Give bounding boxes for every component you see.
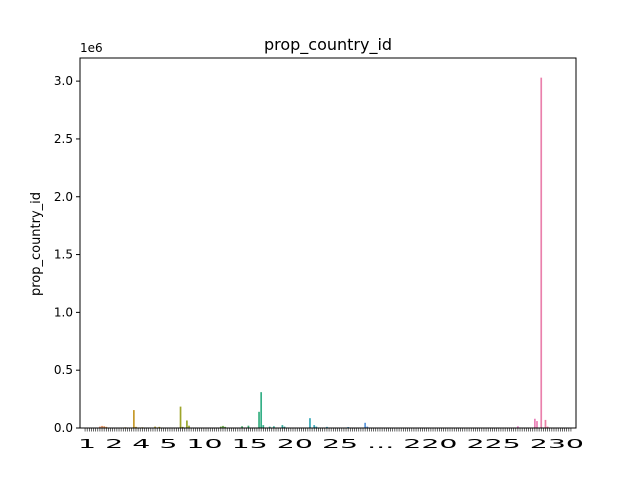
x-axis-ticks xyxy=(84,428,572,432)
bar xyxy=(364,422,366,428)
plot-frame xyxy=(79,57,577,429)
y-tick-label: 2.0 xyxy=(54,190,73,204)
y-axis-label: prop_country_id xyxy=(29,192,44,296)
bar xyxy=(181,426,184,428)
y-multiplier-label: 1e6 xyxy=(80,41,103,55)
y-tick-label: 2.5 xyxy=(54,132,73,146)
bar xyxy=(283,426,286,428)
bar xyxy=(313,425,316,428)
y-axis-ticks: 0.0 0.5 1.0 1.5 2.0 2.5 3.0 xyxy=(54,74,80,435)
bar xyxy=(133,410,135,428)
bar xyxy=(103,426,106,428)
bar xyxy=(534,418,536,428)
bar xyxy=(188,425,190,428)
bar xyxy=(222,425,224,428)
bar xyxy=(281,425,284,428)
bar xyxy=(224,426,226,428)
bar xyxy=(241,426,243,428)
bar xyxy=(135,426,137,428)
y-tick-label: 0.0 xyxy=(54,421,73,435)
chart-title: prop_country_id xyxy=(264,35,392,55)
bar xyxy=(517,426,519,428)
bar xyxy=(309,418,311,428)
bar xyxy=(544,419,547,428)
bar xyxy=(179,406,182,428)
bar xyxy=(366,426,369,428)
bar xyxy=(326,426,328,428)
y-tick-label: 0.5 xyxy=(54,363,73,377)
bar xyxy=(262,425,265,428)
bar xyxy=(273,426,275,428)
bar xyxy=(220,426,222,428)
bar xyxy=(260,392,263,428)
bar xyxy=(536,421,538,428)
y-tick-label: 1.5 xyxy=(54,248,73,262)
bar xyxy=(247,425,250,428)
bars-group xyxy=(84,77,549,429)
bar xyxy=(540,77,543,428)
bar xyxy=(105,426,108,428)
bar xyxy=(154,426,156,428)
bar xyxy=(546,426,549,428)
bar xyxy=(158,426,161,428)
bar xyxy=(315,426,318,428)
y-tick-label: 3.0 xyxy=(54,74,73,88)
x-tick-labels: 1 2 4 5 10 15 20 25 ... 220 225 230 xyxy=(78,437,584,451)
bar xyxy=(186,420,188,428)
y-tick-label: 1.0 xyxy=(54,305,73,319)
bar xyxy=(99,426,101,428)
bar xyxy=(258,411,260,428)
bar xyxy=(101,425,103,428)
bar xyxy=(268,426,271,428)
